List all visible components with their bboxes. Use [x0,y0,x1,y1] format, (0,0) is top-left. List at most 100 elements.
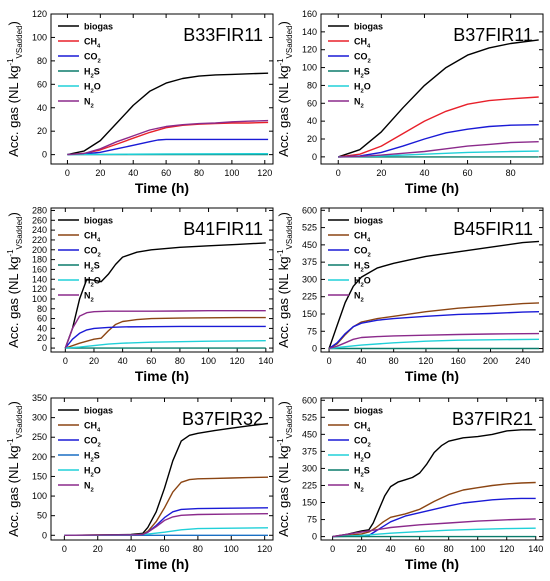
chart-panel-2: 0 20 40 60 80 0 20 40 60 80 100 120 140 160 Time (h) Ac… [276,9,544,196]
y-tick-label: 600 [302,395,317,405]
x-tick-label: 100 [201,356,216,366]
plot-frame [320,397,544,541]
legend-label: CH4 [84,421,101,434]
x-tick-label: 20 [95,168,105,178]
y-tick-label: 80 [307,80,317,90]
y-tick-label: 100 [32,32,47,42]
chart-panel-5: 0 20 40 60 80 100 120 0 50 100 150 200 250 300 350 Time… [6,393,274,572]
x-tick-label: 60 [146,356,156,366]
y-tick-label: 20 [307,134,317,144]
legend-label: N2 [354,291,365,304]
legend-label: CH4 [354,421,371,434]
panel-title: B33FIR11 [183,25,263,45]
x-tick-label: 100 [470,544,485,554]
y-tick-label: 600 [302,205,317,215]
x-tick-label: 80 [506,168,516,178]
legend-label: CO2 [354,436,372,449]
y-tick-label: 160 [32,264,47,274]
series-line-1 [337,39,539,158]
series-line-3 [338,124,539,158]
y-tick-label: 0 [42,150,47,160]
x-tick-label: 140 [528,544,543,554]
x-tick-label: 200 [483,356,498,366]
y-tick-label: 450 [302,429,317,439]
legend-label: N2 [354,481,365,494]
panel-title: B45FIR11 [453,219,533,239]
series-line-1 [332,429,536,538]
legend-label: H2S [354,67,370,80]
y-tick-label: 150 [32,471,47,481]
series-line-1 [64,242,266,349]
legend-label: biogas [354,22,383,32]
y-tick-label: 225 [302,292,317,302]
x-tick-label: 80 [389,356,399,366]
y-tick-label: 150 [302,498,317,508]
y-tick-label: 100 [302,63,317,73]
legend-label: CO2 [354,246,372,259]
x-tick-label: 60 [415,544,425,554]
x-axis-label: Time (h) [405,368,459,384]
series-lines [67,72,269,156]
y-tick-label: 225 [302,480,317,490]
legend-label: biogas [84,216,113,226]
legend-label: H2S [84,261,100,274]
series-line-6 [64,310,266,349]
y-axis-label: Acc. gas (NL kg-1VSadded) [6,212,24,348]
legend: biogas CH4 CO2 H2O H2S N2 [328,406,383,494]
y-tick-label: 180 [32,255,47,265]
x-tick-label: 40 [386,544,396,554]
x-axis-label: Time (h) [405,556,459,572]
panel-title: B37FIR32 [182,409,263,429]
series-line-2 [328,302,540,350]
legend-label: CO2 [84,52,102,65]
legend-label: N2 [84,97,95,110]
legend-label: biogas [354,216,383,226]
y-tick-label: 260 [32,215,47,225]
x-tick-label: 20 [357,544,367,554]
y-tick-label: 120 [32,284,47,294]
y-tick-label: 450 [302,240,317,250]
y-tick-label: 160 [302,9,317,19]
y-tick-label: 220 [32,235,47,245]
y-tick-label: 300 [302,274,317,284]
x-tick-label: 0 [62,544,67,554]
series-line-2 [65,316,266,349]
series-line-5 [64,527,269,536]
legend-label: N2 [84,291,95,304]
legend: biogas CH4 CO2 H2S H2O N2 [58,216,113,304]
legend-label: CH4 [354,37,371,50]
y-tick-label: 20 [37,126,47,136]
y-axis-label: Acc. gas (NL kg-1VSadded) [6,21,24,157]
y-tick-label: 150 [302,309,317,319]
plot-frame [320,13,544,165]
x-tick-label: 40 [126,544,136,554]
y-tick-label: 50 [37,511,47,521]
legend-label: biogas [84,22,113,32]
legend-label: H2S [354,261,370,274]
x-tick-label: 0 [336,168,341,178]
legend-label: H2O [354,451,371,464]
x-tick-label: 20 [93,544,103,554]
series-line-2 [338,96,539,158]
legend-label: CO2 [84,246,102,259]
x-tick-label: 20 [89,356,99,366]
legend-label: H2O [354,276,371,289]
x-tick-label: 60 [159,544,169,554]
series-line-6 [332,518,536,538]
legend-label: CH4 [84,231,101,244]
x-tick-label: 20 [376,168,386,178]
y-tick-label: 40 [37,103,47,113]
x-tick-label: 0 [330,544,335,554]
x-tick-label: 80 [175,356,185,366]
series-line-4 [332,527,536,538]
y-tick-label: 280 [32,205,47,215]
chart-panel-4: 0 40 80 120 160 200 240 0 75 150 225 300 375 450 525 60… [276,205,544,384]
y-tick-label: 350 [32,393,47,403]
x-tick-label: 120 [499,544,514,554]
y-tick-label: 0 [42,530,47,540]
y-tick-label: 375 [302,257,317,267]
y-tick-label: 120 [302,45,317,55]
legend-label: CH4 [84,37,101,50]
y-tick-label: 60 [307,98,317,108]
legend-label: CO2 [354,52,372,65]
